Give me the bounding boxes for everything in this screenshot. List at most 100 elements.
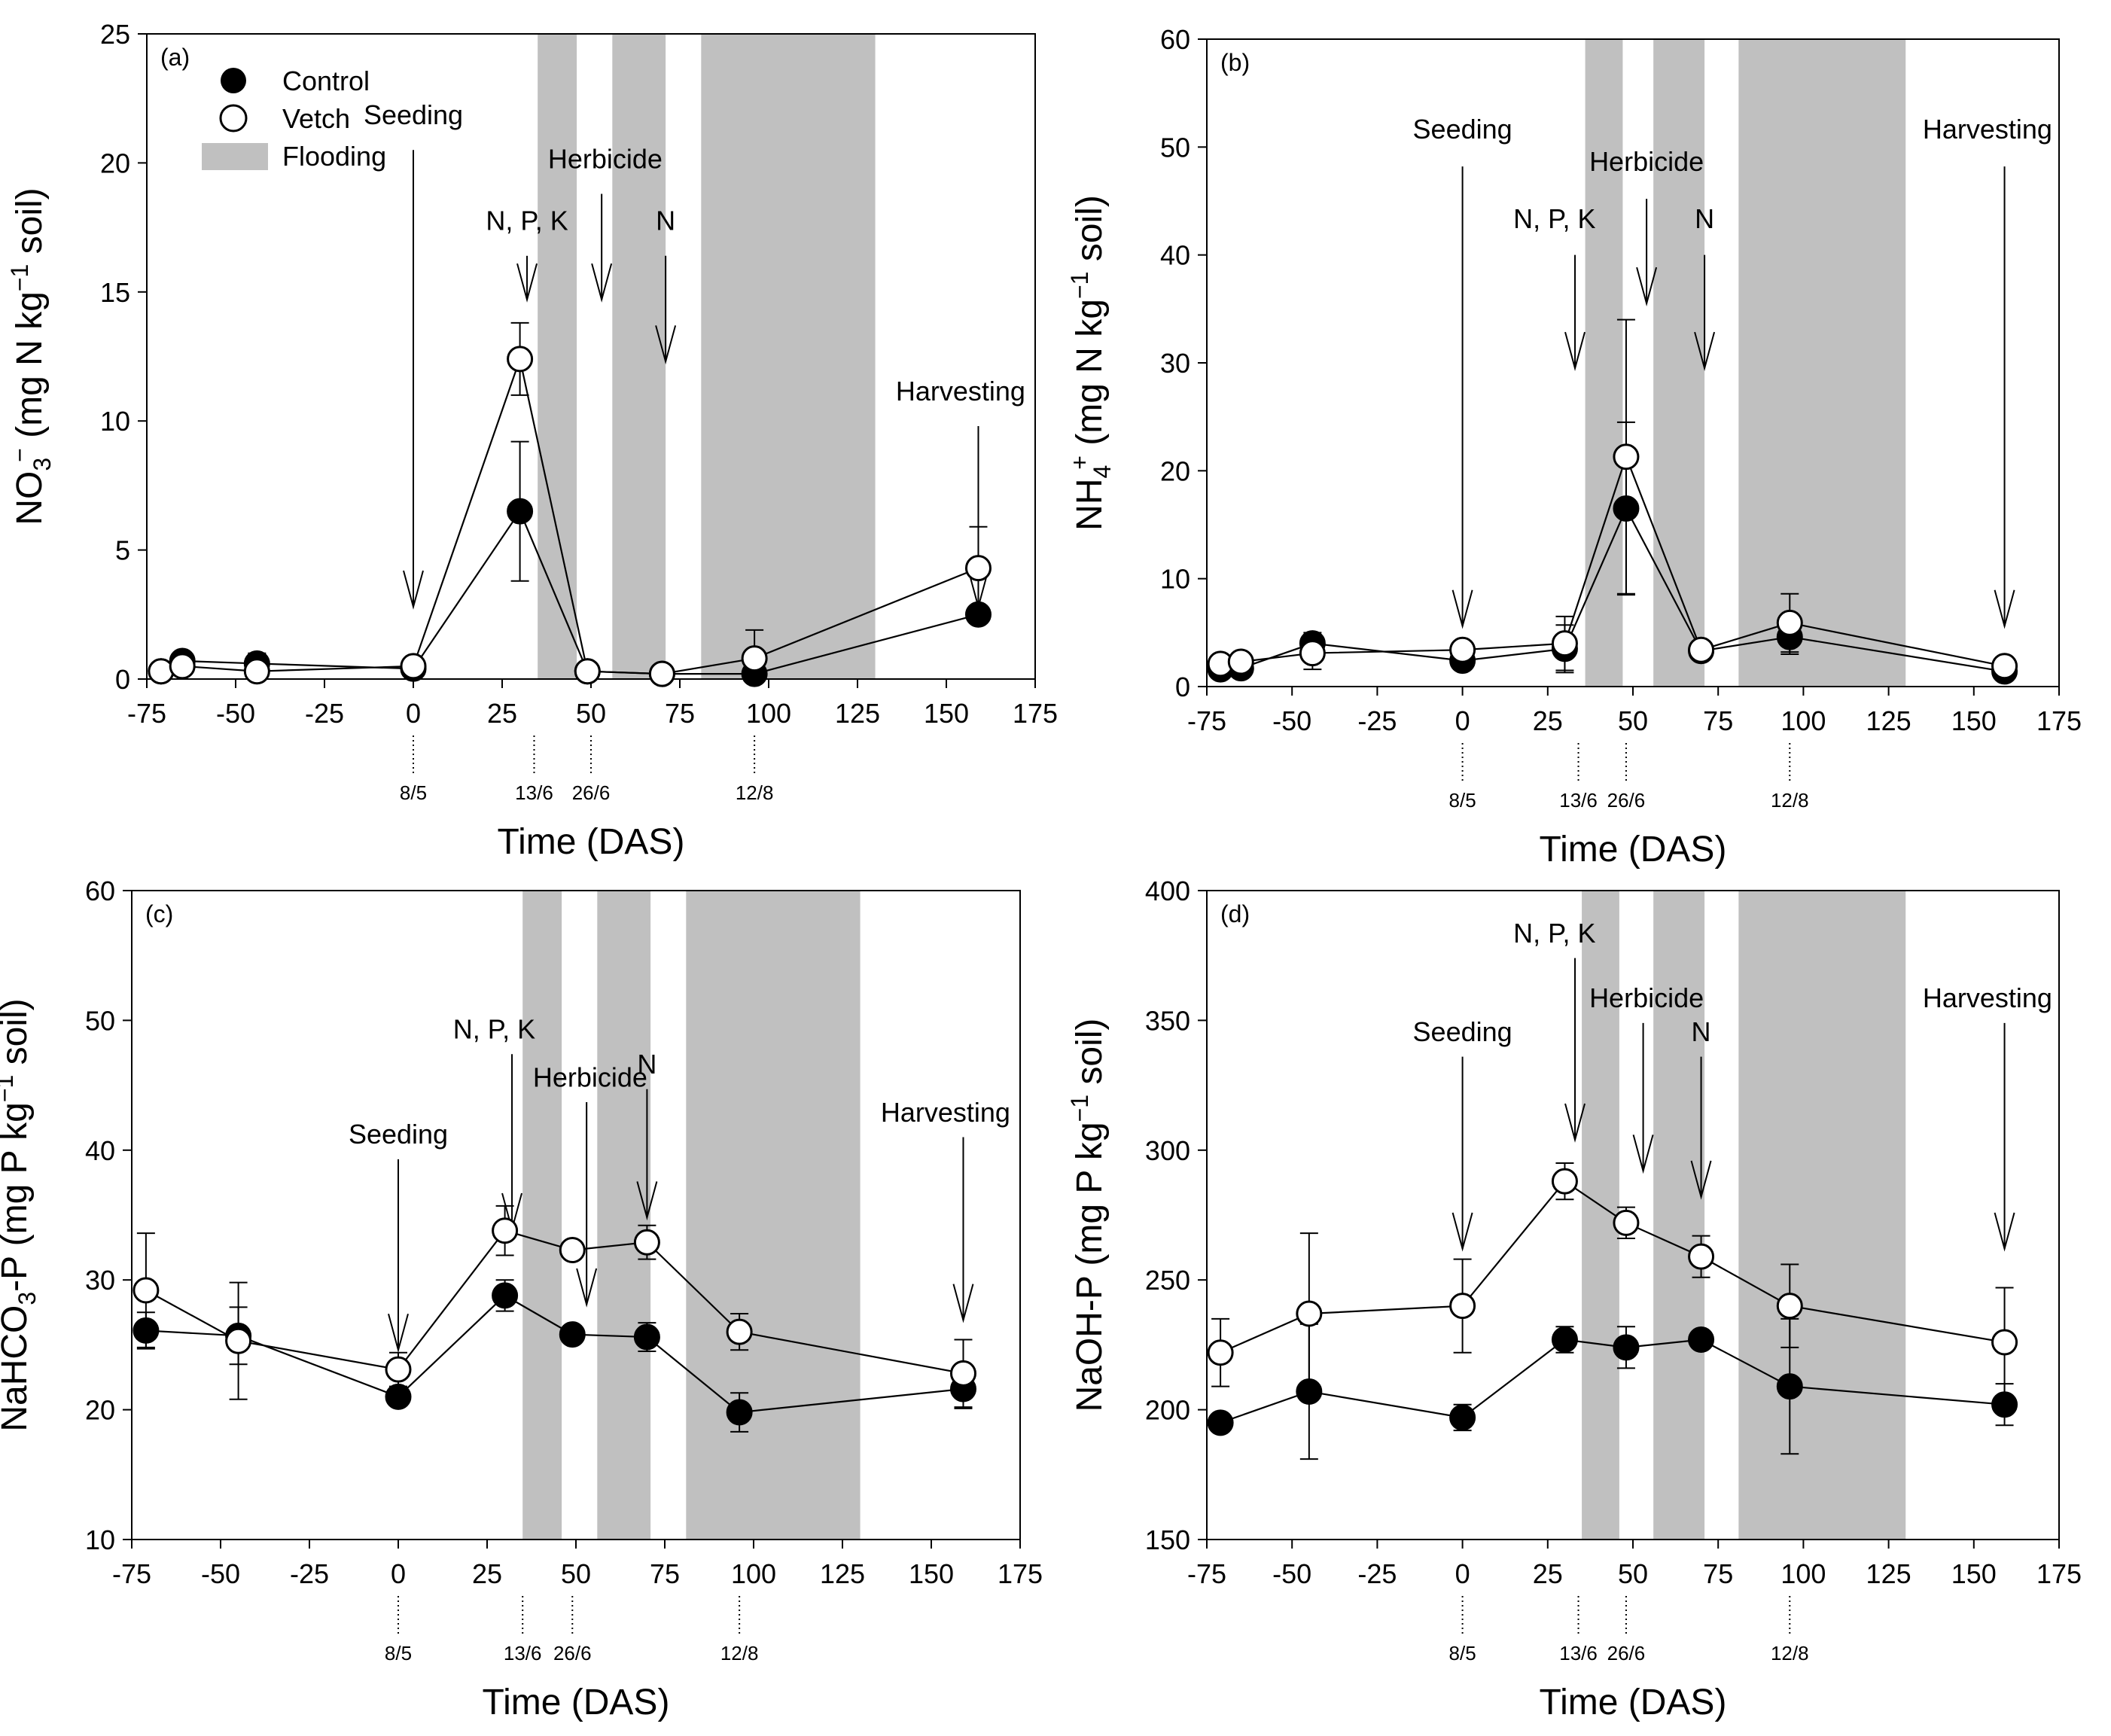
y-title-unit-superscript: −1 (1066, 1095, 1093, 1122)
y-axis-title-d: NaOH-P (mg P kg−1 soil) (1066, 1019, 1110, 1412)
event-label-c: Seeding (349, 1119, 448, 1150)
flooding-band-b-1 (1653, 39, 1705, 687)
y-tick-label-d: 400 (1145, 876, 1190, 906)
date-label-c: 8/5 (385, 1642, 412, 1664)
event-arrowhead-c (636, 1181, 658, 1221)
data-point-b-vetch (1449, 636, 1476, 663)
y-tick-label-a: 0 (115, 664, 130, 695)
data-point-d-control (1449, 1404, 1476, 1431)
y-tick-label-d: 300 (1145, 1135, 1190, 1166)
data-point-a-vetch (574, 658, 601, 685)
data-point-d-control (1776, 1373, 1803, 1400)
y-axis-title-b: NH4+ (mg N kg−1 soil) (1066, 195, 1116, 531)
event-arrowhead-d (1452, 1212, 1473, 1252)
y-title-unit: (mg N kg (10, 291, 50, 448)
x-tick-label-b: 150 (1951, 705, 1997, 736)
data-point-a-vetch (243, 658, 270, 685)
date-label-a: 13/6 (515, 781, 553, 804)
y-tick-label-a: 15 (100, 277, 130, 308)
y-title-main: NaOH-P (mg P kg (1070, 1122, 1110, 1412)
data-point-b-vetch (1299, 640, 1326, 667)
x-tick-label-b: 100 (1780, 705, 1826, 736)
x-tick-label-b: -50 (1272, 705, 1311, 736)
data-point-a-vetch (964, 555, 992, 582)
data-point-d-control (1551, 1326, 1578, 1354)
flooding-band-d-1 (1653, 891, 1705, 1540)
y-tick-label-b: 60 (1160, 24, 1190, 55)
x-tick-label-d: 100 (1780, 1558, 1826, 1589)
x-axis-title-b: Time (DAS) (1540, 830, 1727, 870)
data-point-b-vetch (1688, 636, 1715, 663)
y-tick-label-c: 10 (85, 1524, 115, 1555)
y-title-superscript: + (1066, 455, 1093, 470)
event-arrowhead-b (1636, 266, 1658, 306)
x-tick-label-b: -25 (1357, 705, 1397, 736)
legend-vetch-marker (219, 104, 248, 132)
x-tick-label-b: -75 (1187, 705, 1226, 736)
data-point-a-vetch (648, 660, 675, 687)
flooding-band-c-0 (522, 891, 562, 1540)
panel-tag-b: (b) (1220, 49, 1250, 76)
data-point-b-vetch (1991, 653, 2018, 680)
event-label-b: N (1695, 203, 1714, 234)
x-tick-label-a: 0 (406, 698, 421, 729)
data-point-d-control (1688, 1326, 1715, 1354)
event-label-c: N, P, K (453, 1014, 535, 1045)
flooding-band-a-1 (612, 34, 666, 679)
data-point-c-control (385, 1383, 412, 1410)
date-label-d: 26/6 (1607, 1642, 1646, 1664)
data-point-d-control (1613, 1334, 1640, 1361)
x-tick-label-c: 0 (391, 1558, 406, 1589)
legend-vetch-label: Vetch (282, 103, 350, 134)
y-tick-label-b: 50 (1160, 132, 1190, 163)
flooding-band-b-2 (1738, 39, 1906, 687)
date-label-c: 13/6 (504, 1642, 542, 1664)
data-point-c-control (492, 1282, 519, 1309)
x-tick-label-d: 0 (1455, 1558, 1470, 1589)
event-label-b: Herbicide (1589, 146, 1704, 177)
data-point-c-control (559, 1321, 586, 1348)
panel-d: -75 -50 -25 0 25 50 75 100 125 150 175 150 200 250 300… (1066, 876, 2082, 1722)
x-tick-label-a: 100 (746, 698, 791, 729)
event-arrowhead-b (1694, 331, 1716, 371)
event-label-a: Seeding (364, 99, 463, 130)
event-arrowhead-d (1564, 1103, 1586, 1143)
x-tick-label-c: 175 (998, 1558, 1043, 1589)
x-tick-label-b: 75 (1703, 705, 1733, 736)
x-tick-label-c: -25 (290, 1558, 329, 1589)
event-arrowhead-a (591, 263, 613, 303)
data-point-a-control (507, 498, 534, 525)
event-label-a: Harvesting (896, 376, 1025, 407)
flooding-band-c-1 (597, 891, 651, 1540)
legend-control-marker (221, 68, 246, 93)
x-tick-label-c: 75 (650, 1558, 680, 1589)
flooding-band-d-0 (1582, 891, 1619, 1540)
date-label-a: 12/8 (736, 781, 774, 804)
x-tick-label-c: 50 (561, 1558, 591, 1589)
event-label-a: Herbicide (548, 143, 663, 174)
date-label-d: 13/6 (1559, 1642, 1598, 1664)
x-tick-label-c: 125 (820, 1558, 865, 1589)
x-tick-label-d: -50 (1272, 1558, 1311, 1589)
x-axis-title-c: Time (DAS) (483, 1683, 670, 1722)
x-axis-title-a: Time (DAS) (498, 822, 685, 862)
y-tick-label-a: 5 (115, 535, 130, 566)
event-arrowhead-a (403, 570, 424, 610)
y-title-tail: soil) (1070, 1019, 1110, 1095)
y-tick-label-c: 50 (85, 1005, 115, 1036)
date-label-d: 12/8 (1771, 1642, 1809, 1664)
data-point-c-vetch (225, 1327, 252, 1354)
y-tick-label-b: 10 (1160, 564, 1190, 595)
x-tick-label-a: -75 (127, 698, 166, 729)
y-tick-label-d: 150 (1145, 1524, 1190, 1555)
series-line-d-vetch (1220, 1180, 2005, 1354)
data-point-c-vetch (726, 1318, 753, 1345)
y-tick-label-d: 200 (1145, 1395, 1190, 1426)
x-tick-label-c: 25 (472, 1558, 502, 1589)
event-label-a: N, P, K (486, 206, 568, 236)
flooding-band-a-2 (701, 34, 876, 679)
x-tick-label-b: 25 (1533, 705, 1563, 736)
date-label-d: 8/5 (1449, 1642, 1476, 1664)
x-tick-label-c: 100 (731, 1558, 776, 1589)
data-point-c-vetch (133, 1277, 160, 1304)
